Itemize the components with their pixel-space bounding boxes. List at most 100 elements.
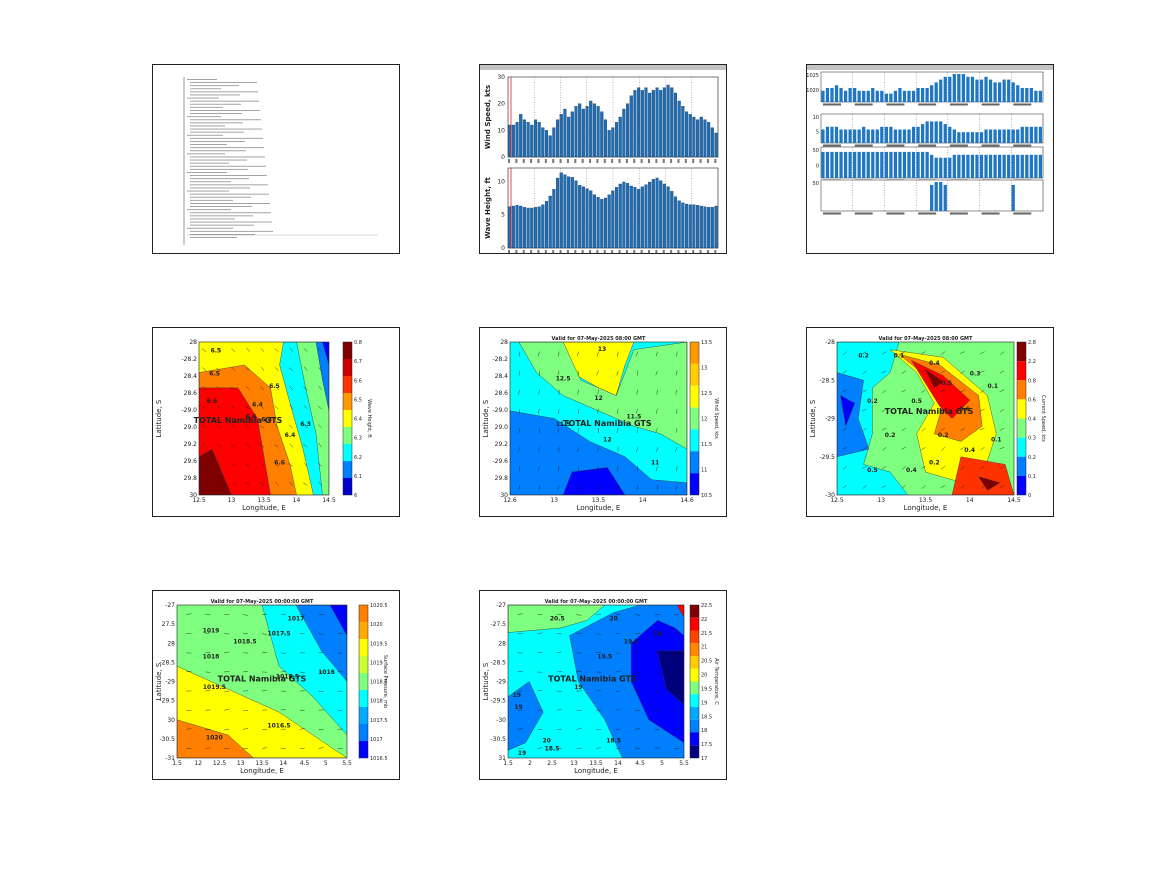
flow-arrow [303,443,308,448]
met-y-tick: 10 [813,115,819,121]
colorbar-tick: 0.3 [1028,436,1036,442]
met-bar [907,151,911,178]
met-date-label-glyph [981,144,1000,147]
y-tick-label: 30 [189,492,197,499]
contour-label: 11.5 [626,414,641,421]
series-bar [556,177,560,249]
flow-arrow [999,466,1005,470]
met-bar [834,151,839,178]
series-bar [692,204,696,249]
colorbar-tick: 18.5 [701,714,712,720]
met-date-label-glyph [823,212,841,215]
report-text-line [190,85,239,87]
colorbar-tick: 18 [701,728,707,734]
flow-arrow [318,443,322,448]
met-date-label-glyph [854,144,873,147]
contour-band [562,467,626,495]
flow-arrow [259,482,265,486]
time-tick-label-glyph [515,159,518,163]
flow-arrow [202,367,207,371]
colorbar-tick: 0 [1028,493,1031,499]
flow-arrow [636,428,639,434]
flow-arrow [230,386,236,390]
contour-label: 18.5 [606,738,621,745]
colorbar-tick: 17.5 [701,742,712,748]
colorbar-segment [343,478,352,495]
flow-arrow [675,485,678,491]
flow-arrow [577,428,580,434]
flow-arrow [941,447,946,451]
y-tick-label: -29.5 [819,454,835,461]
flow-arrow [216,482,221,486]
colorbar-tick: 1018 [370,699,383,705]
flow-arrow [201,348,207,352]
flow-arrow [999,370,1005,374]
contour-band [508,681,544,751]
flow-arrow [245,463,250,467]
flow-arrow [655,466,658,472]
flow-arrow [538,389,540,395]
colorbar-segment [690,719,699,733]
series-bar [692,116,696,158]
flow-arrow [205,690,211,692]
met-bar [898,129,902,143]
flow-arrow [881,351,887,355]
met-bar [893,151,898,178]
flow-arrow [318,424,322,429]
flow-arrow [617,466,619,472]
flow-arrow [940,485,946,488]
flow-arrow [337,652,343,654]
map-axes-frame [507,604,685,759]
flow-arrow [556,709,562,711]
met-bar [848,151,852,178]
flow-arrow [318,747,324,749]
flow-arrow [960,466,965,470]
met-date-label-glyph [886,212,905,215]
x-tick-label: 13 [550,497,558,504]
met-bar [871,129,875,143]
met-bar [979,154,984,178]
met-bar [1011,82,1015,102]
time-tick-label-glyph [706,159,709,163]
contour-label: 0.5 [867,467,878,474]
flow-arrow [980,485,985,489]
flow-arrow [999,485,1005,488]
met-bar [948,157,952,178]
wind-wave-forecast-panel: 0 10 20 30 Wind Speed, kts 0 5 10 Wave Height, f… [479,64,727,254]
contour-label: 6.5 [211,348,222,355]
flow-arrow [558,466,560,472]
series-bar [526,122,530,158]
series-bar [522,207,526,249]
flow-arrow [596,466,599,472]
contour-band [837,372,870,457]
contour-label: 0.2 [938,432,949,439]
met-bar [952,74,956,102]
met-bar [825,88,830,102]
met-bar [948,126,952,143]
contour-label: 0.4 [964,447,975,454]
y-axis-label: Latitude, S [809,399,817,437]
met-bar [871,88,875,102]
series-bar [688,204,692,249]
x-axis-label: Longitude, E [574,767,618,775]
flow-arrow [636,447,639,453]
series-bar [592,103,596,158]
series-bar [533,119,538,158]
colorbar-segment [690,605,699,618]
met-bar [1029,126,1033,143]
contour-band [322,342,329,366]
contour-label: 19 [574,684,582,691]
colorbar-tick: 1020 [370,622,383,628]
series-bar [559,172,563,249]
colorbar-segment [1017,361,1026,381]
colorbar-label: Current Speed, kts [1040,395,1046,442]
met-bar [1020,154,1024,178]
met-bar [1020,126,1024,143]
flow-arrow [317,405,322,410]
met-bar [979,79,984,102]
met-bar [925,88,929,102]
series-bar [684,111,689,158]
flow-arrow [674,613,680,615]
met-bar [939,182,943,211]
flow-arrow [243,670,249,673]
